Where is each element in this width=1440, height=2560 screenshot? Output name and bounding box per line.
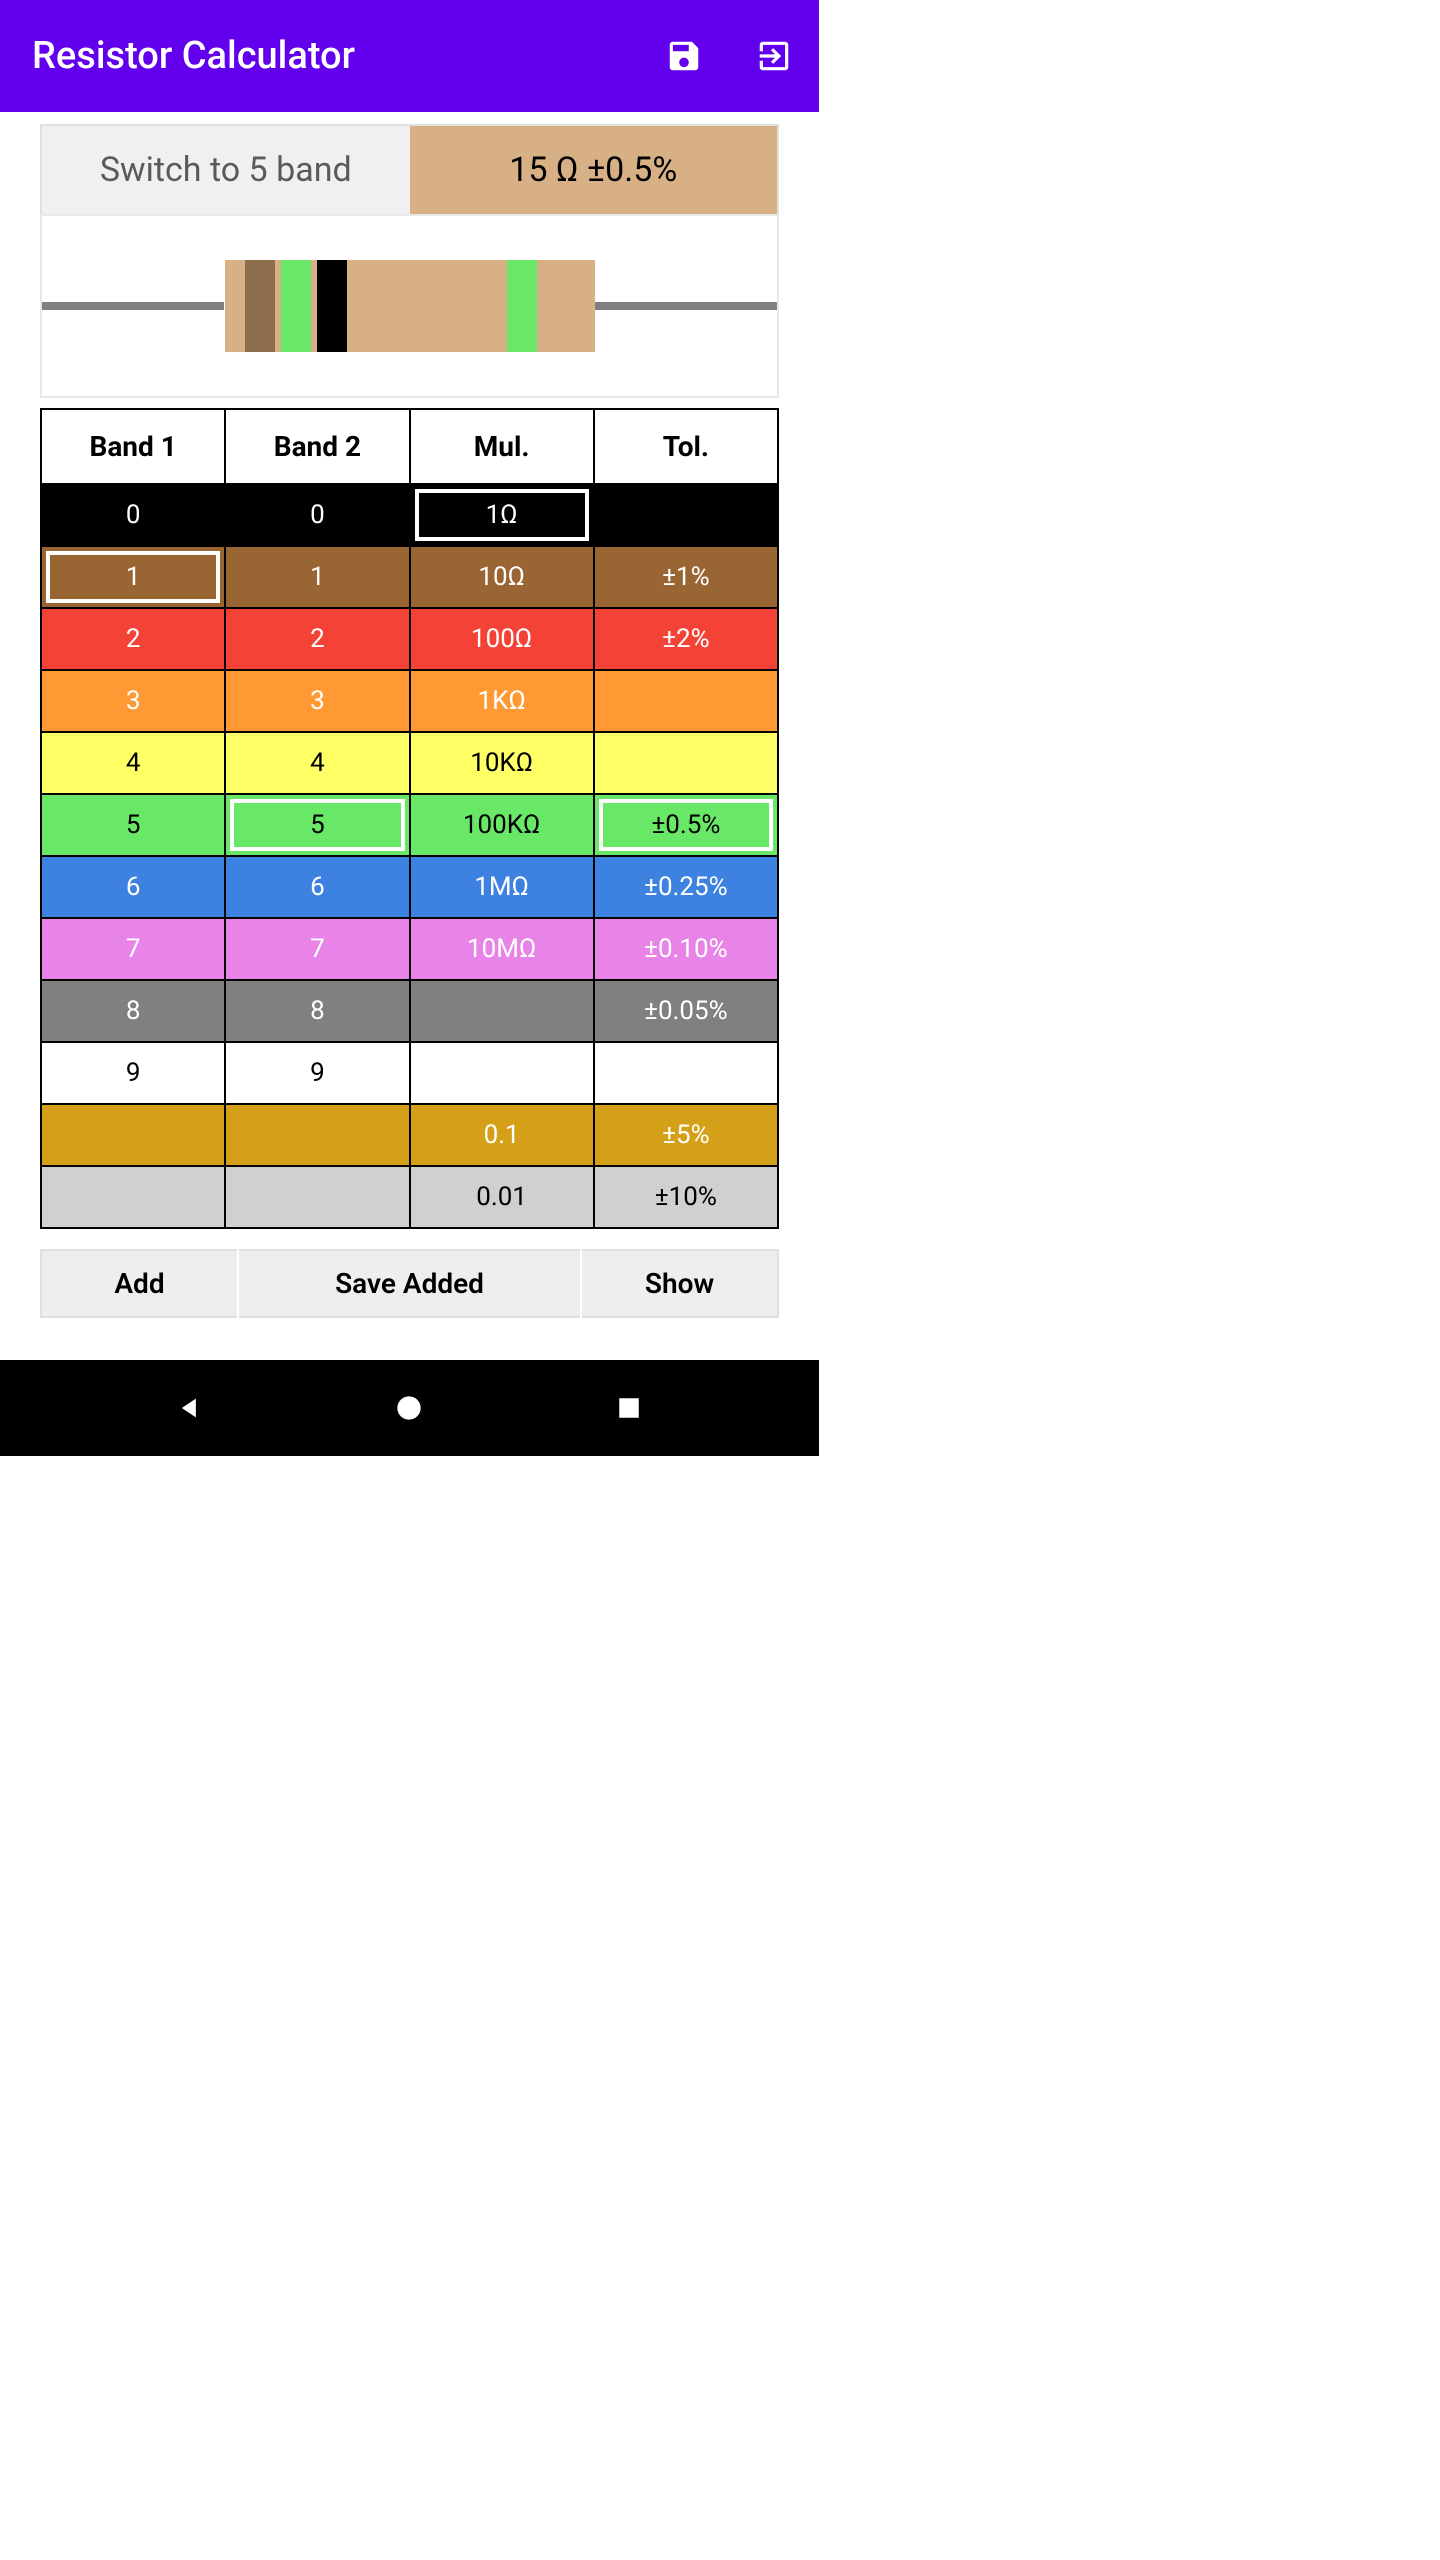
result-display: 15 Ω ±0.5% [410, 124, 780, 216]
band1-cell[interactable]: 8 [42, 979, 226, 1041]
wire-left [42, 302, 224, 310]
mul-cell[interactable] [411, 1041, 595, 1103]
resistor-band [281, 260, 311, 352]
wire-right [595, 302, 777, 310]
band2-cell[interactable]: 1 [226, 545, 410, 607]
color-row: 99 [42, 1041, 777, 1103]
band2-cell[interactable]: 7 [226, 917, 410, 979]
resistor-band [347, 260, 507, 352]
band2-cell[interactable]: 5 [226, 793, 410, 855]
band1-cell[interactable] [42, 1103, 226, 1165]
mul-cell[interactable] [411, 979, 595, 1041]
resistor-band [537, 260, 575, 352]
navigation-bar [0, 1360, 819, 1456]
color-row: 1110Ω±1% [42, 545, 777, 607]
top-row: Switch to 5 band 15 Ω ±0.5% [40, 124, 779, 216]
mul-cell[interactable]: 10MΩ [411, 917, 595, 979]
band2-cell[interactable]: 8 [226, 979, 410, 1041]
color-row: 661MΩ±0.25% [42, 855, 777, 917]
header-band2: Band 2 [226, 410, 410, 483]
tol-cell[interactable]: ±0.10% [595, 917, 777, 979]
band1-cell[interactable]: 4 [42, 731, 226, 793]
band1-cell[interactable]: 6 [42, 855, 226, 917]
main-content: Switch to 5 band 15 Ω ±0.5% Band 1 Band … [0, 112, 819, 1318]
mul-cell[interactable]: 1MΩ [411, 855, 595, 917]
band1-cell[interactable] [42, 1165, 226, 1227]
header-mul: Mul. [411, 410, 595, 483]
band1-cell[interactable]: 2 [42, 607, 226, 669]
resistor-body [225, 260, 595, 352]
bottom-buttons: Add Save Added Show [40, 1249, 779, 1318]
band1-cell[interactable]: 7 [42, 917, 226, 979]
resistor-bands-area [245, 260, 575, 352]
switch-band-button[interactable]: Switch to 5 band [40, 124, 410, 216]
tol-cell[interactable]: ±2% [595, 607, 777, 669]
tol-cell[interactable]: ±0.05% [595, 979, 777, 1041]
tol-cell[interactable] [595, 669, 777, 731]
app-title: Resistor Calculator [32, 34, 355, 78]
tol-cell[interactable]: ±10% [595, 1165, 777, 1227]
table-header: Band 1 Band 2 Mul. Tol. [42, 410, 777, 483]
color-row: 55100KΩ±0.5% [42, 793, 777, 855]
color-row: 0.01±10% [42, 1165, 777, 1227]
tol-cell[interactable] [595, 731, 777, 793]
band2-cell[interactable]: 0 [226, 483, 410, 545]
nav-recent-icon[interactable] [609, 1388, 649, 1428]
mul-cell[interactable]: 10KΩ [411, 731, 595, 793]
mul-cell[interactable]: 0.1 [411, 1103, 595, 1165]
header-tol: Tol. [595, 410, 777, 483]
color-row: 001Ω [42, 483, 777, 545]
resistor-band [317, 260, 347, 352]
exit-icon[interactable] [753, 35, 795, 77]
mul-cell[interactable]: 1KΩ [411, 669, 595, 731]
app-bar-actions [663, 35, 795, 77]
add-button[interactable]: Add [40, 1249, 237, 1318]
tol-cell[interactable] [595, 1041, 777, 1103]
band1-cell[interactable]: 5 [42, 793, 226, 855]
mul-cell[interactable]: 0.01 [411, 1165, 595, 1227]
color-row: 0.1±5% [42, 1103, 777, 1165]
band1-cell[interactable]: 0 [42, 483, 226, 545]
tol-cell[interactable]: ±5% [595, 1103, 777, 1165]
band1-cell[interactable]: 9 [42, 1041, 226, 1103]
color-row: 22100Ω±2% [42, 607, 777, 669]
band2-cell[interactable]: 6 [226, 855, 410, 917]
color-row: 88 ±0.05% [42, 979, 777, 1041]
nav-home-icon[interactable] [389, 1388, 429, 1428]
tol-cell[interactable]: ±0.5% [595, 793, 777, 855]
nav-back-icon[interactable] [170, 1388, 210, 1428]
resistor-band [507, 260, 537, 352]
band1-cell[interactable]: 3 [42, 669, 226, 731]
resistor-visual [40, 214, 779, 398]
resistor-cap-left [225, 260, 245, 352]
resistor-cap-right [575, 260, 595, 352]
show-button[interactable]: Show [582, 1249, 779, 1318]
band2-cell[interactable]: 2 [226, 607, 410, 669]
color-row: 4410KΩ [42, 731, 777, 793]
header-band1: Band 1 [42, 410, 226, 483]
resistor-band [245, 260, 275, 352]
color-table: Band 1 Band 2 Mul. Tol. 001Ω1110Ω±1%2210… [40, 408, 779, 1229]
color-row: 7710MΩ±0.10% [42, 917, 777, 979]
band1-cell[interactable]: 1 [42, 545, 226, 607]
app-bar: Resistor Calculator [0, 0, 819, 112]
mul-cell[interactable]: 1Ω [411, 483, 595, 545]
mul-cell[interactable]: 100Ω [411, 607, 595, 669]
color-row: 331KΩ [42, 669, 777, 731]
tol-cell[interactable]: ±0.25% [595, 855, 777, 917]
band2-cell[interactable]: 9 [226, 1041, 410, 1103]
band2-cell[interactable] [226, 1165, 410, 1227]
band2-cell[interactable]: 3 [226, 669, 410, 731]
save-icon[interactable] [663, 35, 705, 77]
band2-cell[interactable] [226, 1103, 410, 1165]
band2-cell[interactable]: 4 [226, 731, 410, 793]
mul-cell[interactable]: 100KΩ [411, 793, 595, 855]
mul-cell[interactable]: 10Ω [411, 545, 595, 607]
save-added-button[interactable]: Save Added [239, 1249, 580, 1318]
tol-cell[interactable]: ±1% [595, 545, 777, 607]
tol-cell[interactable] [595, 483, 777, 545]
